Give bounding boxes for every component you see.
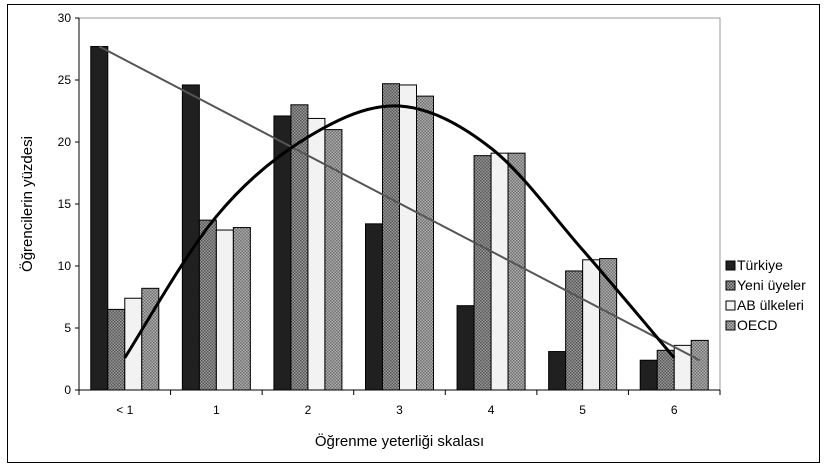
x-axis: < 1 1 2 3 4 5 6 [78, 389, 721, 417]
y-tick-label: 15 [58, 197, 72, 211]
linear-trendline [98, 45, 701, 362]
bar-türkiye-5 [548, 351, 567, 391]
y-tick-label: 0 [64, 383, 71, 397]
bar-ab-ülkeleri-4 [490, 152, 509, 391]
x-tick-label: < 1 [116, 403, 133, 417]
x-tick-label: 2 [305, 403, 312, 417]
bar-oecd-5 [599, 258, 618, 391]
bar-oecd-2 [324, 129, 343, 391]
bar-türkiye-0 [90, 46, 109, 391]
bar-türkiye-1 [181, 84, 200, 391]
bar-oecd-1 [232, 227, 251, 391]
bar-türkiye-6 [639, 359, 658, 391]
bar-oecd-3 [416, 95, 434, 391]
y-tick-label: 5 [64, 321, 71, 335]
bar-oecd-0 [141, 287, 160, 391]
bar-ab-ülkeleri-3 [399, 84, 417, 391]
bar-yeni-üyeler-0 [107, 308, 126, 391]
bar-yeni-üyeler-1 [198, 219, 217, 391]
x-tick-label: 4 [488, 403, 495, 417]
legend-label: Yeni üyeler [737, 277, 806, 293]
bar-ab-ülkeleri-1 [215, 229, 234, 391]
bar-oecd-4 [507, 152, 526, 391]
x-tick-label: 3 [396, 403, 403, 417]
legend-swatch [725, 320, 736, 331]
legend-swatch [725, 300, 736, 311]
x-tick-label: 5 [579, 403, 586, 417]
y-axis: 0 5 10 15 20 25 30 [58, 11, 80, 397]
bar-yeni-üyeler-4 [473, 155, 492, 391]
legend: Türkiye Yeni üyeler AB ülkeleri OECD [725, 257, 806, 333]
polynomial-trendline [123, 104, 676, 359]
bar-türkiye-4 [456, 305, 475, 391]
bar-ab-ülkeleri-5 [582, 259, 601, 391]
bars [90, 46, 709, 391]
legend-swatch [725, 280, 736, 291]
bar-yeni-üyeler-5 [565, 270, 584, 391]
y-axis-title: Öğrencilerin yüzdesi [18, 136, 36, 272]
bar-yeni-üyeler-3 [382, 83, 400, 391]
bar-oecd-6 [690, 339, 709, 391]
bar-türkiye-3 [365, 223, 383, 391]
y-tick-label: 30 [58, 11, 72, 25]
x-tick-label: 1 [213, 403, 220, 417]
x-axis-title: Öğrenme yeterliği skalası [315, 432, 484, 450]
legend-label: AB ülkeleri [737, 297, 804, 313]
x-tick-label: 6 [671, 403, 678, 417]
y-tick-label: 25 [58, 73, 72, 87]
legend-label: OECD [737, 317, 777, 333]
y-tick-label: 10 [58, 259, 72, 273]
legend-label: Türkiye [737, 257, 783, 273]
legend-swatch [725, 260, 736, 271]
y-tick-label: 20 [58, 135, 72, 149]
trendlines [98, 45, 701, 362]
